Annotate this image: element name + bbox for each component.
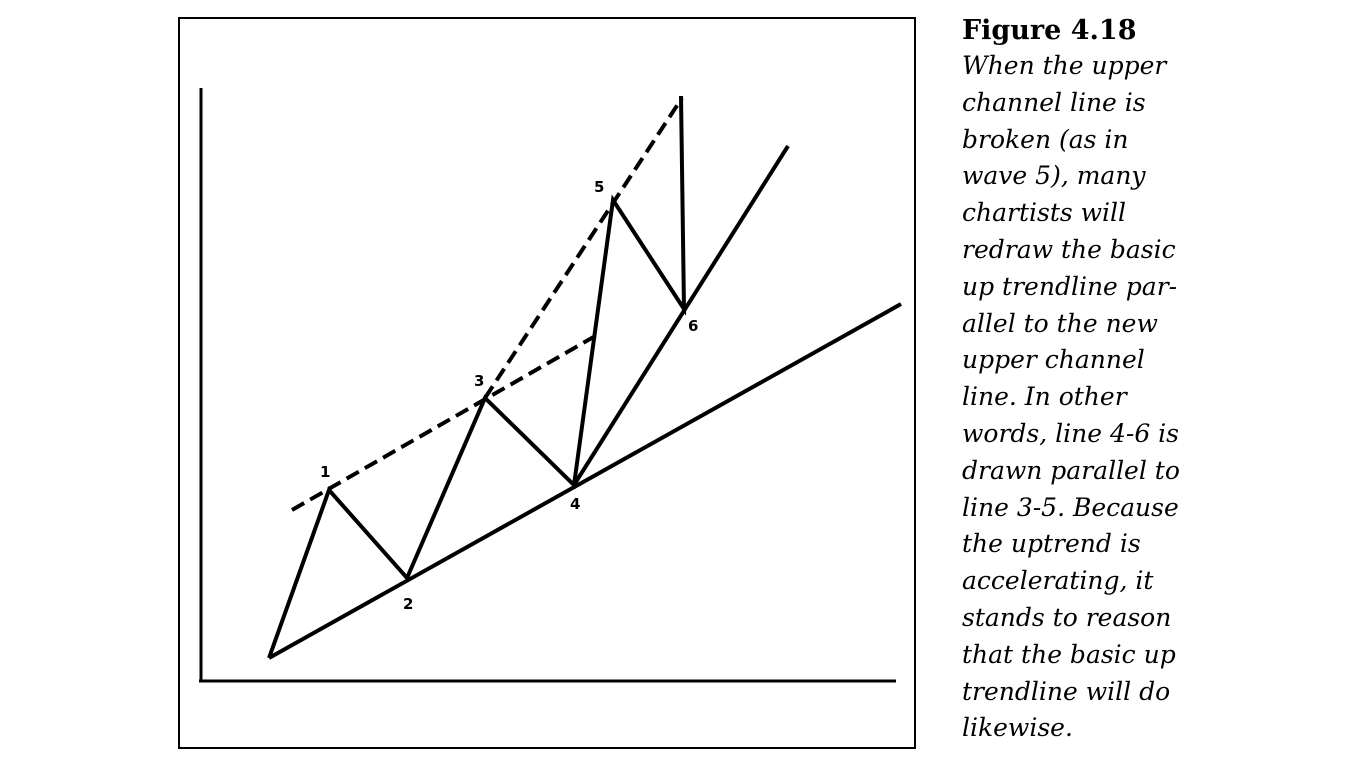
caption-line: line. In other xyxy=(962,382,1127,412)
price-zigzag xyxy=(267,95,687,659)
point-label-5: 5 xyxy=(594,178,604,196)
figure-caption: Figure 4.18 When the upper channel line … xyxy=(962,14,1202,747)
caption-text: When the upper channel line is broken (a… xyxy=(962,48,1202,747)
caption-line: that the basic up xyxy=(962,639,1176,669)
caption-line: broken (as in xyxy=(962,124,1129,154)
point-label-1: 1 xyxy=(320,463,330,481)
caption-line: When the upper xyxy=(962,51,1167,80)
upper-channel-line-1-3 xyxy=(291,333,598,512)
caption-line: accelerating, it xyxy=(962,566,1154,596)
caption-line: trendline will do xyxy=(962,676,1171,706)
basic-up-trendline xyxy=(268,302,902,660)
figure-frame xyxy=(178,17,916,749)
caption-line: allel to the new xyxy=(962,308,1158,338)
caption-line: upper channel xyxy=(962,345,1145,375)
caption-line: the uptrend is xyxy=(962,529,1141,559)
caption-line: likewise. xyxy=(962,713,1073,743)
caption-line: channel line is xyxy=(962,87,1146,117)
caption-line: wave 5), many xyxy=(962,161,1146,191)
point-label-2: 2 xyxy=(403,595,413,613)
point-label-4: 4 xyxy=(570,495,580,513)
upper-channel-line-3-5 xyxy=(483,96,684,400)
caption-line: chartists will xyxy=(962,198,1127,228)
caption-line: words, line 4-6 is xyxy=(962,418,1179,448)
caption-line: drawn parallel to xyxy=(962,455,1180,485)
caption-line: line 3-5. Because xyxy=(962,492,1179,522)
caption-title: Figure 4.18 xyxy=(962,15,1137,46)
caption-line: stands to reason xyxy=(962,602,1172,632)
caption-line: up trendline par- xyxy=(962,271,1178,301)
point-label-6: 6 xyxy=(688,317,698,335)
trendline-4-6 xyxy=(572,144,790,487)
caption-line: redraw the basic xyxy=(962,234,1176,264)
point-label-3: 3 xyxy=(474,372,484,390)
